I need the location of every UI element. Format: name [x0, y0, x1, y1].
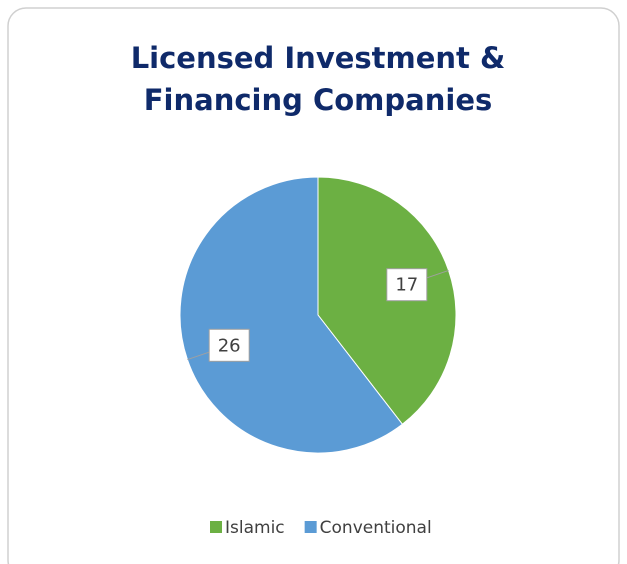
data-label-box [208, 328, 250, 362]
data-label: 26 [218, 335, 241, 356]
legend-swatch [304, 521, 317, 533]
chart-subtitle: Financing Companies [144, 83, 493, 117]
data-label: 17 [395, 275, 418, 296]
chart-title: Licensed Investment & [131, 41, 506, 75]
data-label-box [386, 268, 428, 302]
legend-label: Islamic [225, 518, 285, 538]
legend-swatch [210, 521, 222, 533]
legend-label: Conventional [320, 518, 432, 538]
